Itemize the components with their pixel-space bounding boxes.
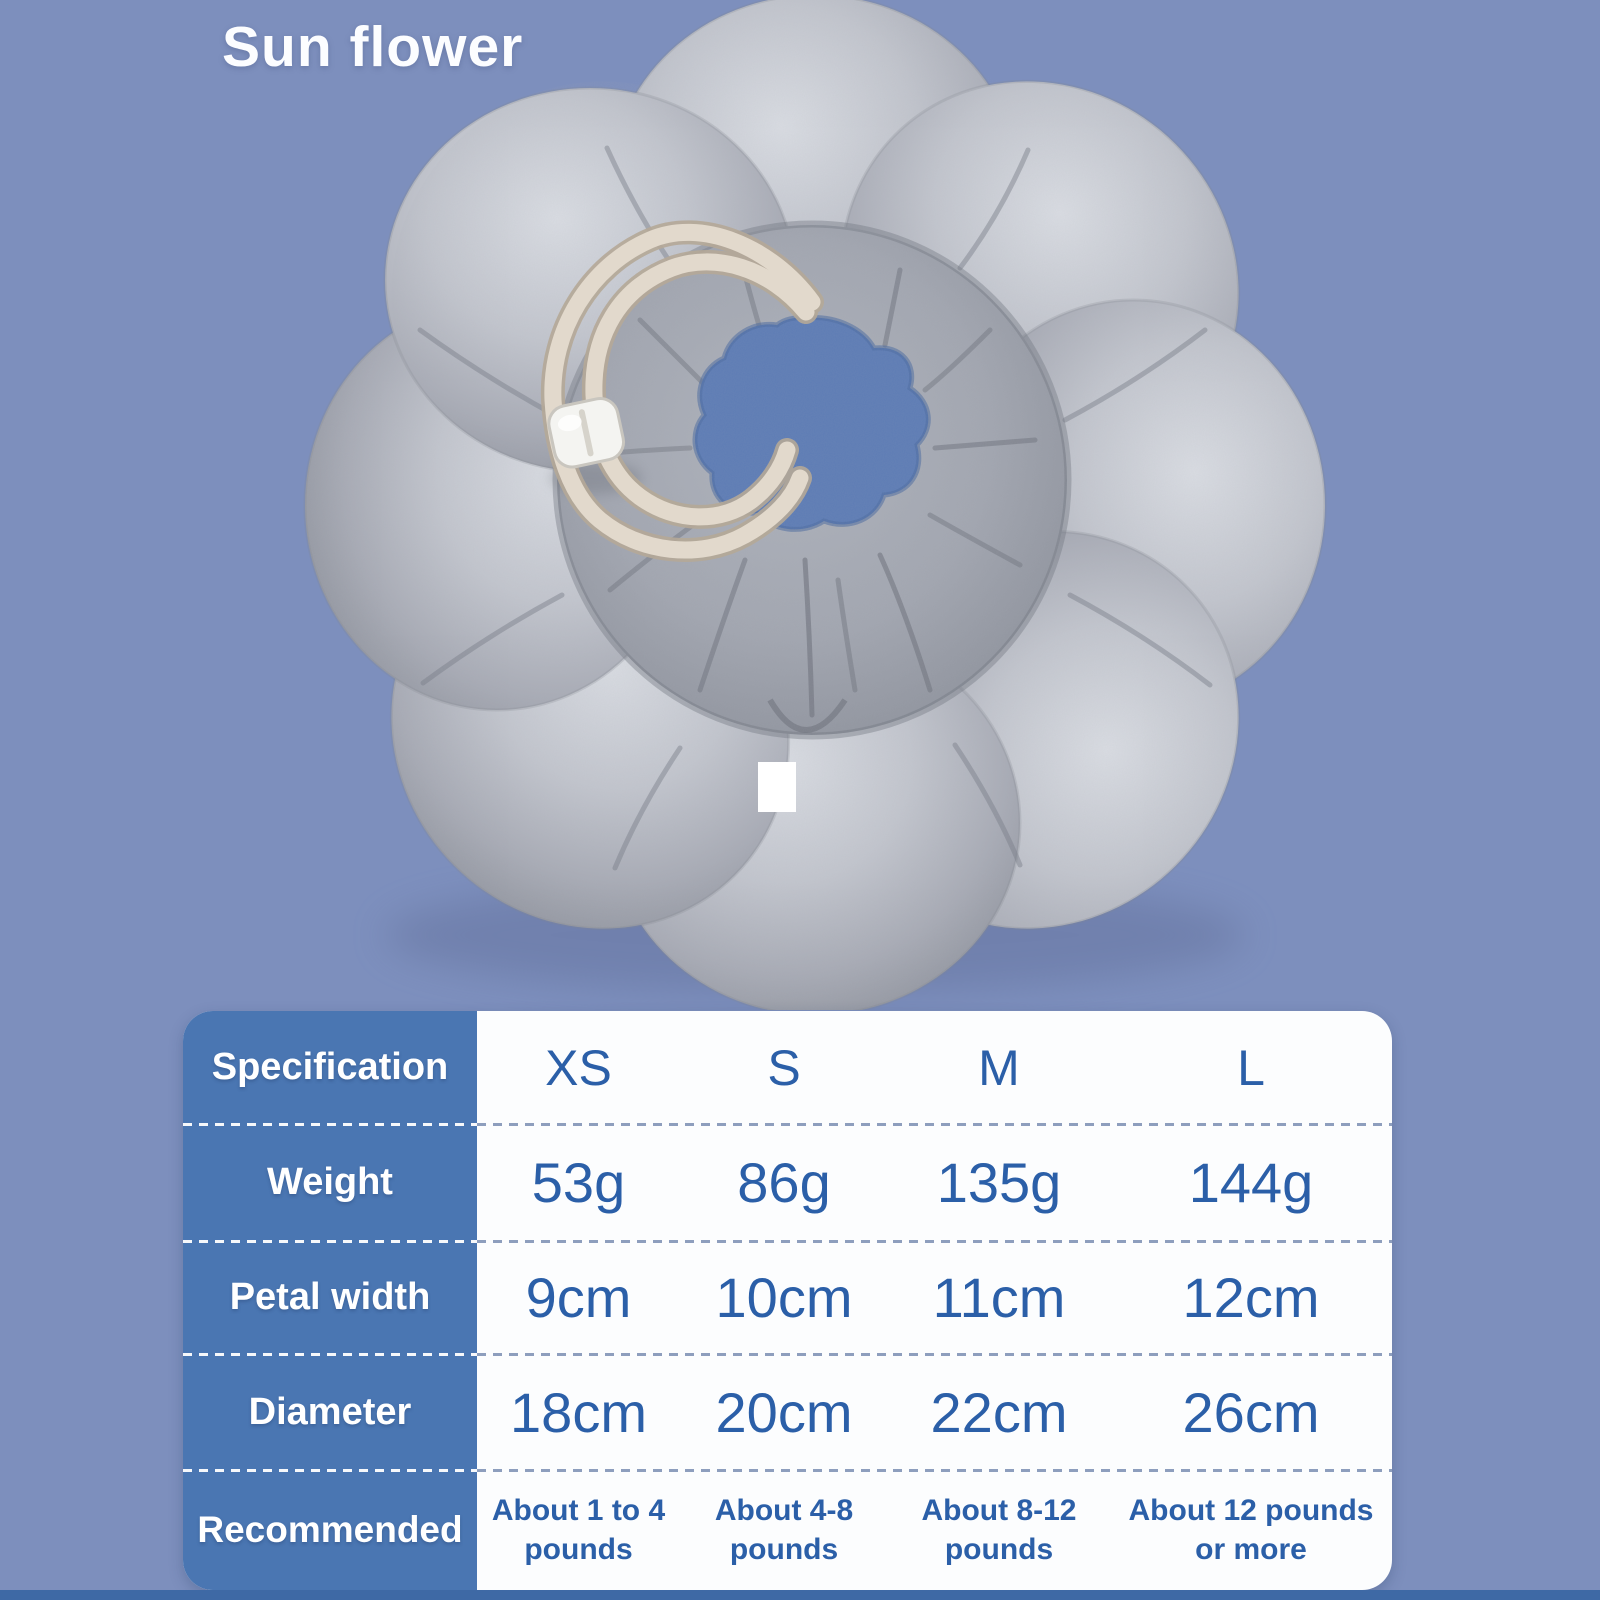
watermark-block: [758, 762, 796, 812]
size-header-l: L: [1237, 1039, 1265, 1096]
row-label-recommended: Recommended: [183, 1470, 477, 1590]
plush-texture: [305, 0, 1325, 1000]
collar-product-photo: [303, 0, 1327, 1010]
petal-width-m: 11cm: [932, 1266, 1066, 1329]
spec-table: Specification XS S M L Weight 53g 86g 13…: [183, 1011, 1392, 1590]
row-label-diameter: Diameter: [183, 1354, 477, 1470]
size-header-s: S: [767, 1039, 801, 1096]
weight-l: 144g: [1188, 1151, 1314, 1214]
diameter-s: 20cm: [715, 1380, 853, 1444]
cord-toggle-icon: [547, 397, 626, 469]
recommended-l: About 12 pounds or more: [1128, 1494, 1374, 1566]
recommended-s: About 4-8 pounds: [714, 1494, 854, 1566]
recommended-xs: About 1 to 4 pounds: [491, 1494, 666, 1566]
size-header-m: M: [978, 1039, 1020, 1096]
petal-width-l: 12cm: [1182, 1266, 1320, 1329]
weight-s: 86g: [737, 1151, 831, 1214]
row-label-petal-width: Petal width: [183, 1241, 477, 1354]
row-label-weight: Weight: [183, 1124, 477, 1241]
petal-width-xs: 9cm: [525, 1266, 632, 1329]
petal-width-s: 10cm: [715, 1266, 853, 1329]
bottom-accent-bar: [0, 1590, 1600, 1600]
diameter-xs: 18cm: [510, 1380, 647, 1444]
recommended-m: About 8-12 pounds: [921, 1494, 1077, 1566]
weight-xs: 53g: [531, 1151, 626, 1214]
weight-m: 135g: [936, 1151, 1062, 1214]
size-header-xs: XS: [545, 1039, 612, 1096]
spec-grid: Specification XS S M L Weight 53g 86g 13…: [183, 1011, 1392, 1590]
diameter-m: 22cm: [930, 1380, 1068, 1444]
diameter-l: 26cm: [1182, 1380, 1320, 1444]
page-title: Sun flower: [222, 15, 524, 79]
spec-header-label: Specification: [183, 1011, 477, 1124]
